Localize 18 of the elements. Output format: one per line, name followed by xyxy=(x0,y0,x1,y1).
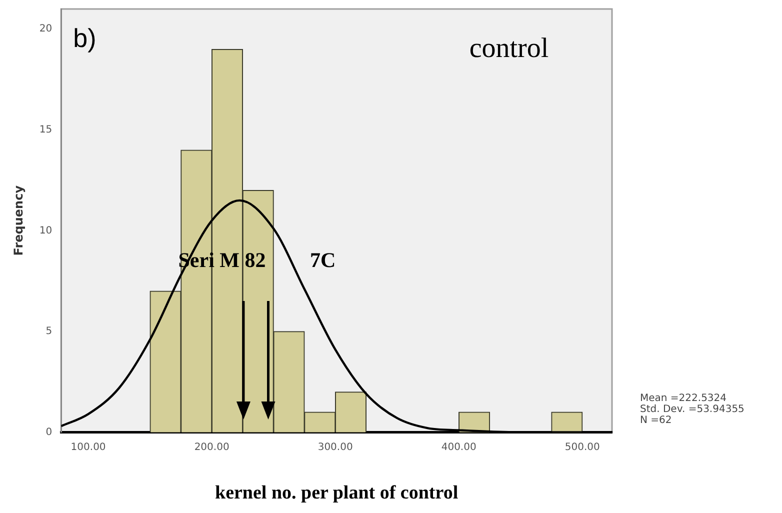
text: Mean =222.5324 xyxy=(640,393,727,404)
y-tick-label: 10 xyxy=(39,225,52,236)
annotation: b) xyxy=(73,23,96,53)
text: Std. Dev. =53.94355 xyxy=(640,404,744,415)
x-tick-label: 100.00 xyxy=(70,442,106,453)
x-tick-label: 400.00 xyxy=(441,442,476,453)
annotation: control xyxy=(469,33,549,64)
x-tick-label: 500.00 xyxy=(564,442,600,453)
y-tick-label: 15 xyxy=(39,124,52,136)
y-tick-label: 0 xyxy=(46,426,52,438)
x-tick-label: 200.00 xyxy=(194,442,230,453)
annotation: 7C xyxy=(310,248,336,272)
y-tick-label: 5 xyxy=(46,326,52,338)
x-tick-label: 300.00 xyxy=(318,442,353,453)
x-axis-title: kernel no. per plant of control xyxy=(214,482,458,504)
text: N =62 xyxy=(640,415,672,426)
y-tick-label: 20 xyxy=(39,24,52,35)
y-axis-title: Frequency xyxy=(11,185,26,256)
